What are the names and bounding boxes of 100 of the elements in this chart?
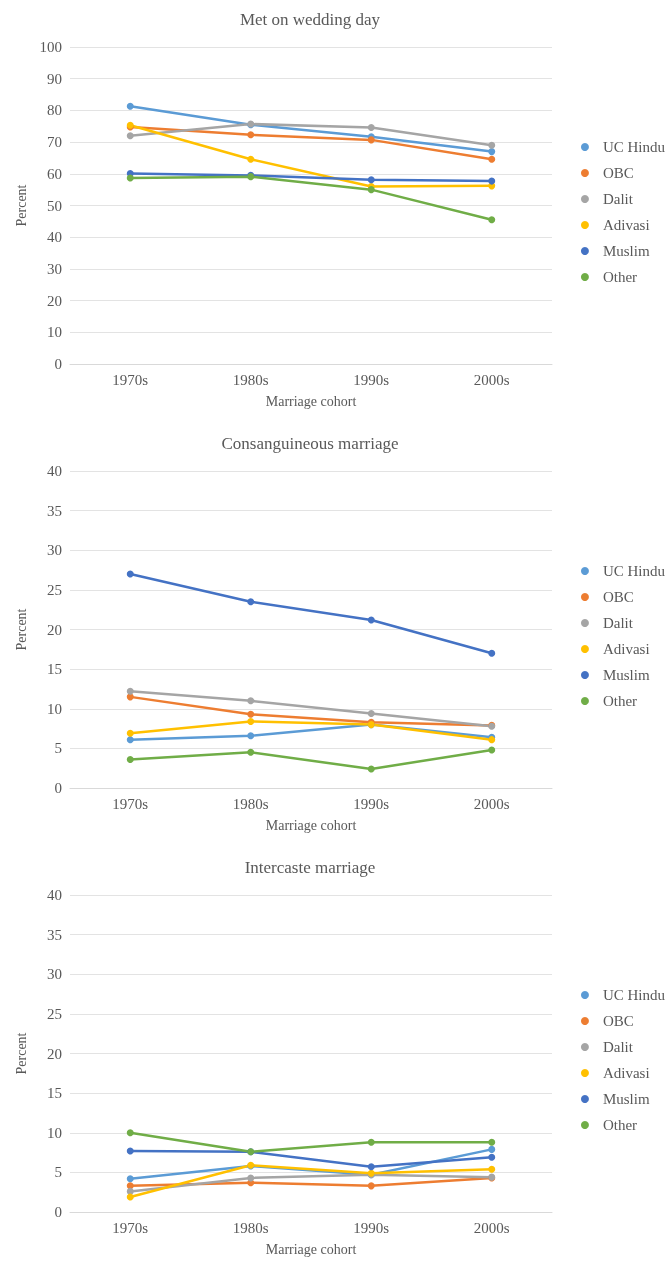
x-tick-label: 1990s	[353, 371, 390, 388]
point	[247, 1174, 255, 1182]
legend-label: Other	[602, 693, 638, 709]
point	[247, 697, 255, 705]
legend-label: Adivasi	[602, 217, 650, 233]
point	[367, 1182, 375, 1190]
point	[247, 155, 255, 163]
x-tick-label: 1990s	[353, 795, 390, 812]
point	[488, 1165, 496, 1173]
point	[126, 729, 134, 737]
point	[126, 132, 134, 140]
x-tick-label: 1980s	[232, 371, 269, 388]
y-tick-label: 30	[47, 542, 62, 559]
chart-title: Consanguineous marriage	[221, 434, 399, 453]
point	[126, 1193, 134, 1201]
point	[126, 570, 134, 578]
legend-label: Other	[602, 1117, 638, 1133]
legend-label: Adivasi	[602, 641, 650, 657]
x-tick-label: 1970s	[112, 795, 149, 812]
point	[247, 598, 255, 606]
x-tick-label: 1970s	[112, 371, 149, 388]
legend-label: OBC	[602, 165, 634, 181]
point	[126, 1147, 134, 1155]
y-tick-label: 30	[47, 260, 62, 277]
x-tick-label: 2000s	[473, 795, 510, 812]
y-tick-label: 10	[47, 324, 62, 341]
legend-label: Muslim	[602, 243, 650, 259]
y-tick-label: 25	[47, 581, 62, 598]
point	[488, 649, 496, 657]
legend-label: UC Hindu	[602, 987, 666, 1003]
y-tick-label: 40	[47, 229, 62, 246]
y-tick-label: 50	[47, 197, 62, 214]
legend-label: UC Hindu	[602, 563, 666, 579]
chart-title: Intercaste marriage	[244, 858, 376, 877]
y-tick-label: 25	[47, 1005, 62, 1022]
y-axis-title: Percent	[13, 1032, 29, 1075]
x-axis-title: Marriage cohort	[265, 817, 357, 833]
legend-label: Muslim	[602, 1091, 650, 1107]
y-tick-label: 10	[47, 700, 62, 717]
y-tick-label: 5	[54, 740, 62, 757]
point	[247, 710, 255, 718]
y-tick-label: 30	[47, 966, 62, 983]
x-tick-label: 2000s	[473, 1219, 510, 1236]
y-axis-title: Percent	[13, 184, 29, 227]
point	[247, 717, 255, 725]
legend-label: Dalit	[602, 191, 634, 207]
y-tick-label: 5	[54, 1164, 62, 1181]
point	[488, 1138, 496, 1146]
chart-title: Met on wedding day	[239, 10, 381, 29]
legend-label: Muslim	[602, 667, 650, 683]
point	[247, 732, 255, 740]
y-tick-label: 0	[54, 780, 62, 796]
point	[247, 748, 255, 756]
y-tick-label: 10	[47, 1124, 62, 1141]
point	[488, 177, 496, 185]
point	[488, 746, 496, 754]
y-tick-label: 70	[47, 134, 62, 151]
point	[126, 1129, 134, 1137]
point	[126, 174, 134, 182]
point	[367, 186, 375, 194]
y-tick-label: 35	[47, 502, 62, 519]
point	[126, 736, 134, 744]
point	[488, 216, 496, 224]
y-tick-label: 90	[47, 70, 62, 87]
legend-label: Dalit	[602, 1039, 634, 1055]
y-tick-label: 20	[47, 292, 62, 309]
x-tick-label: 1980s	[232, 1219, 269, 1236]
point	[367, 176, 375, 184]
legend-label: Other	[602, 269, 638, 285]
x-tick-label: 1990s	[353, 1219, 390, 1236]
y-tick-label: 20	[47, 621, 62, 638]
y-tick-label: 0	[54, 1204, 62, 1220]
y-axis-title: Percent	[13, 608, 29, 651]
x-axis-title: Marriage cohort	[265, 393, 357, 409]
legend-label: OBC	[602, 1013, 634, 1029]
point	[488, 1153, 496, 1161]
point	[126, 755, 134, 763]
point	[367, 710, 375, 717]
point	[126, 102, 134, 110]
point	[367, 765, 375, 773]
y-tick-label: 20	[47, 1045, 62, 1062]
point	[367, 1138, 375, 1146]
legend-label: Adivasi	[602, 1065, 650, 1081]
point	[367, 124, 375, 132]
legend-label: OBC	[602, 589, 634, 605]
point	[488, 1145, 496, 1153]
point	[488, 148, 496, 156]
point	[126, 687, 134, 695]
x-axis-title: Marriage cohort	[265, 1241, 357, 1257]
y-tick-label: 40	[47, 887, 62, 903]
x-tick-label: 1970s	[112, 1219, 149, 1236]
point	[126, 1175, 134, 1183]
legend-label: Dalit	[602, 615, 634, 631]
point	[367, 1163, 375, 1171]
y-tick-label: 15	[47, 1085, 62, 1102]
y-tick-label: 0	[54, 356, 62, 372]
y-tick-label: 35	[47, 926, 62, 943]
x-tick-label: 1980s	[232, 795, 269, 812]
y-tick-label: 60	[47, 165, 62, 182]
legend-label: UC Hindu	[602, 139, 666, 155]
